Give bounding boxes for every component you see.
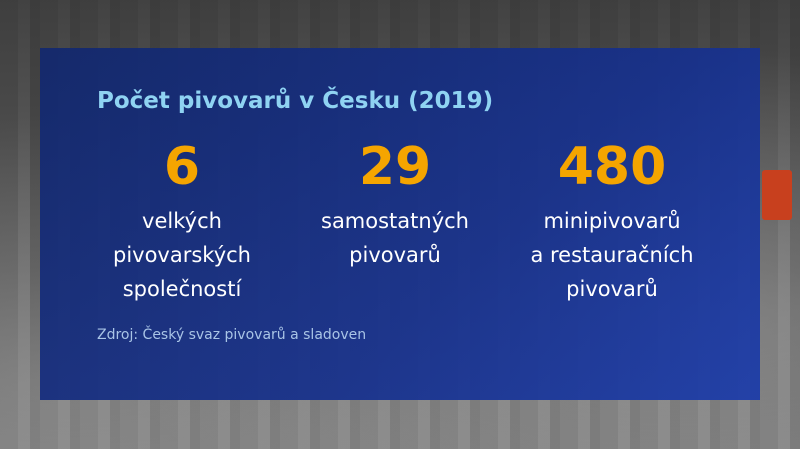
source-note: Zdroj: Český svaz pivovarů a sladoven [97, 327, 367, 343]
infographic-title: Počet pivovarů v Česku (2019) [97, 88, 494, 114]
infographic-panel: Počet pivovarů v Česku (2019) 6 velkých … [40, 48, 760, 400]
stat-value: 29 [358, 137, 432, 197]
stat-independent-breweries: 29 samostatných pivovarů [275, 136, 515, 272]
stat-label: velkých pivovarských společností [112, 209, 251, 301]
forklift-image [762, 170, 792, 220]
stat-label: minipivovarů a restauračních pivovarů [530, 209, 694, 301]
stat-label: samostatných pivovarů [321, 209, 469, 267]
stat-microbreweries: 480 minipivovarů a restauračních pivovar… [492, 136, 732, 306]
stat-value: 480 [557, 137, 667, 197]
stat-value: 6 [163, 137, 201, 197]
stat-large-breweries: 6 velkých pivovarských společností [62, 136, 302, 306]
